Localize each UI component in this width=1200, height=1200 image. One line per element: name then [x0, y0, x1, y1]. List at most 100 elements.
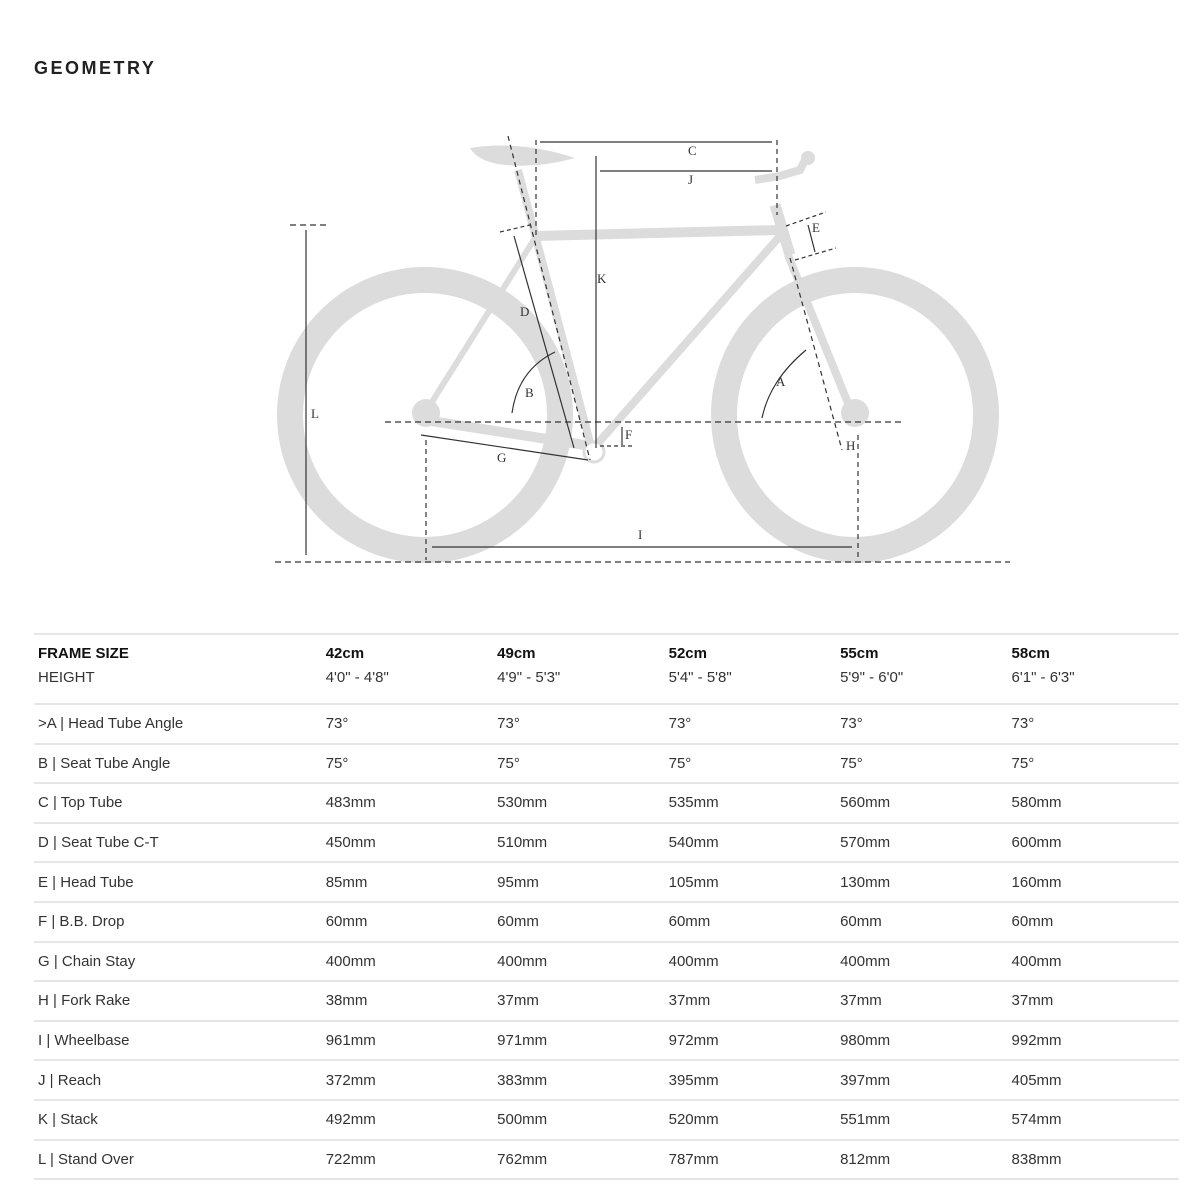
- row-label: J | Reach: [34, 1059, 322, 1100]
- value-cell: 787mm: [664, 1138, 837, 1181]
- handlebar-end: [801, 151, 815, 165]
- value-cell: 395mm: [664, 1059, 837, 1100]
- value-cell: 492mm: [321, 1098, 494, 1140]
- value-cell: 530mm: [493, 782, 665, 823]
- value-cell: 722mm: [321, 1138, 494, 1181]
- value-cell: 580mm: [1007, 782, 1179, 823]
- seat-tube: [514, 168, 596, 452]
- bike-silhouette: [277, 145, 999, 563]
- value-cell: 838mm: [1007, 1138, 1179, 1181]
- value-cell: 510mm: [493, 821, 665, 863]
- label-f: F: [625, 427, 632, 442]
- row-label: L | Stand Over: [34, 1138, 322, 1181]
- top-tube: [534, 225, 781, 241]
- row-label: C | Top Tube: [34, 782, 322, 823]
- value-cell: 400mm: [321, 940, 494, 982]
- height-cell: 5'9" - 6'0": [840, 669, 904, 686]
- label-a: A: [776, 374, 786, 389]
- rear-hub: [412, 399, 440, 427]
- value-cell: 73°: [664, 703, 837, 744]
- chain-stay: [424, 415, 586, 450]
- value-cell: 600mm: [1007, 821, 1179, 863]
- row-label: K | Stack: [34, 1098, 322, 1140]
- label-i: I: [638, 527, 642, 542]
- label-d: D: [520, 304, 529, 319]
- table-row: K | Stack 492mm 500mm 520mm 551mm 574mm: [34, 1098, 1179, 1140]
- row-label: >A | Head Tube Angle: [34, 703, 322, 744]
- table-row: F | B.B. Drop 60mm 60mm 60mm 60mm 60mm: [34, 900, 1179, 942]
- value-cell: 75°: [664, 742, 837, 784]
- table-row: J | Reach 372mm 383mm 395mm 397mm 405mm: [34, 1059, 1179, 1100]
- fork: [784, 253, 856, 415]
- height-cell: 4'0" - 4'8": [325, 669, 389, 686]
- value-cell: 400mm: [493, 940, 665, 982]
- value-cell: 85mm: [321, 861, 494, 902]
- bottom-bracket: [582, 440, 606, 464]
- value-cell: 37mm: [664, 980, 837, 1021]
- value-cell: 37mm: [1007, 980, 1179, 1021]
- value-cell: 400mm: [836, 940, 1008, 982]
- saddle: [470, 145, 575, 166]
- table-row: D | Seat Tube C-T 450mm 510mm 540mm 570mm 600…: [34, 821, 1179, 863]
- row-label: D | Seat Tube C-T: [34, 821, 322, 863]
- value-cell: 400mm: [664, 940, 837, 982]
- value-cell: 560mm: [836, 782, 1008, 823]
- row-label: E | Head Tube: [34, 861, 322, 902]
- table-row: >A | Head Tube Angle 73° 73° 73° 73° 73°: [34, 703, 1179, 744]
- value-cell: 383mm: [493, 1059, 665, 1100]
- value-cell: 38mm: [321, 980, 494, 1021]
- bike-geometry-diagram: C J K D B E A F H G I L: [275, 135, 1010, 563]
- label-k: K: [597, 271, 607, 286]
- row-label: G | Chain Stay: [34, 940, 322, 982]
- height-label: HEIGHT: [38, 669, 95, 686]
- value-cell: 60mm: [1007, 900, 1179, 942]
- value-cell: 60mm: [321, 900, 494, 942]
- row-label: H | Fork Rake: [34, 980, 322, 1021]
- row-label: F | B.B. Drop: [34, 900, 322, 942]
- value-cell: 60mm: [836, 900, 1008, 942]
- value-cell: 397mm: [836, 1059, 1008, 1100]
- value-cell: 60mm: [493, 900, 665, 942]
- table-row: G | Chain Stay 400mm 400mm 400mm 400mm 400mm: [34, 940, 1179, 982]
- value-cell: 95mm: [493, 861, 665, 902]
- value-cell: 972mm: [664, 1019, 837, 1061]
- label-h: H: [846, 438, 855, 453]
- size-cell: 42cm: [321, 633, 494, 667]
- label-c: C: [688, 143, 697, 158]
- value-cell: 37mm: [493, 980, 665, 1021]
- dimension-lines: [275, 135, 1010, 563]
- value-cell: 812mm: [836, 1138, 1008, 1181]
- value-cell: 961mm: [321, 1019, 494, 1061]
- value-cell: 75°: [836, 742, 1008, 784]
- value-cell: 535mm: [664, 782, 837, 823]
- seat-stay: [422, 236, 538, 415]
- row-label: I | Wheelbase: [34, 1019, 322, 1061]
- value-cell: 574mm: [1007, 1098, 1179, 1140]
- value-cell: 75°: [321, 742, 494, 784]
- value-cell: 60mm: [664, 900, 837, 942]
- row-label: B | Seat Tube Angle: [34, 742, 322, 784]
- front-wheel: [711, 267, 999, 563]
- value-cell: 73°: [836, 703, 1008, 744]
- table-row: C | Top Tube 483mm 530mm 535mm 560mm 580mm: [34, 782, 1179, 823]
- value-cell: 520mm: [664, 1098, 837, 1140]
- table-row: B | Seat Tube Angle 75° 75° 75° 75° 75°: [34, 742, 1179, 784]
- height-cell: 4'9" - 5'3": [497, 669, 561, 686]
- frame-size-row: FRAME SIZE 42cm 49cm 52cm 55cm 58cm: [34, 633, 1179, 667]
- value-cell: 500mm: [493, 1098, 665, 1140]
- height-row: HEIGHT 4'0" - 4'8" 4'9" - 5'3" 5'4" - 5'…: [34, 667, 1179, 704]
- value-cell: 405mm: [1007, 1059, 1179, 1100]
- handlebar-stem: [754, 158, 809, 184]
- size-cell: 49cm: [493, 633, 665, 667]
- size-cell: 58cm: [1007, 633, 1179, 667]
- height-cell: 6'1" - 6'3": [1011, 669, 1075, 686]
- value-cell: 160mm: [1007, 861, 1179, 902]
- down-tube: [588, 233, 784, 453]
- frame-size-label: FRAME SIZE: [34, 633, 322, 667]
- label-l: L: [311, 406, 319, 421]
- value-cell: 483mm: [321, 782, 494, 823]
- value-cell: 540mm: [664, 821, 837, 863]
- rear-wheel: [277, 267, 573, 563]
- label-g: G: [497, 450, 506, 465]
- value-cell: 73°: [1007, 703, 1179, 744]
